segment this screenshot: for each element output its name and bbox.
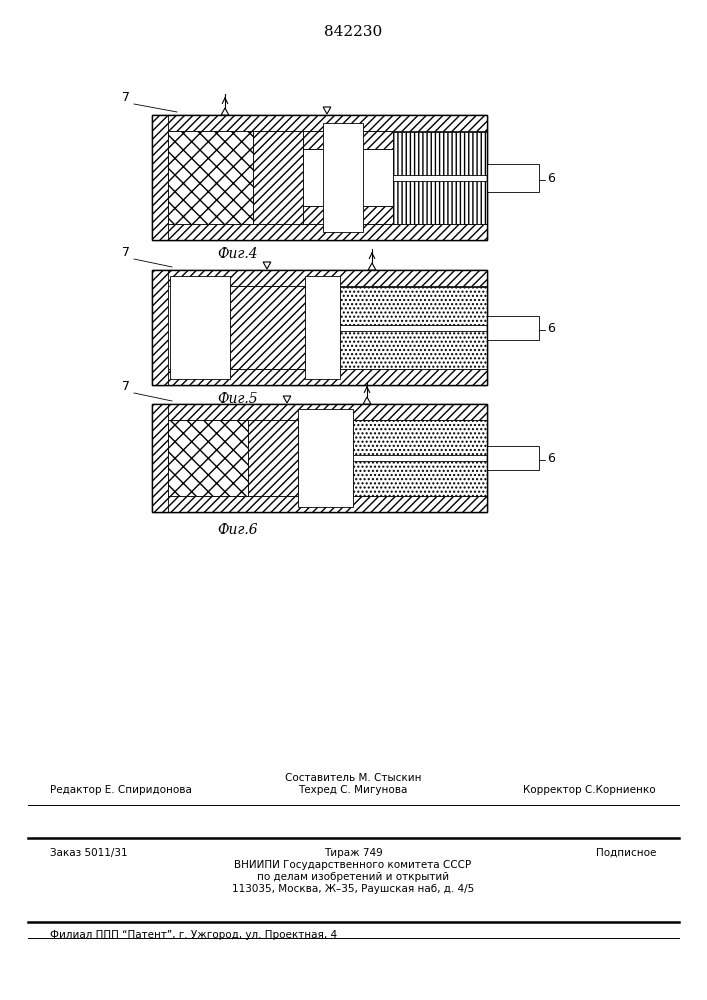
Bar bbox=[248, 420, 298, 496]
Bar bbox=[152, 115, 487, 131]
Text: Техред С. Мигунова: Техред С. Мигунова bbox=[298, 785, 408, 795]
Text: Фиг.6: Фиг.6 bbox=[217, 523, 257, 537]
Bar bbox=[230, 286, 305, 369]
Polygon shape bbox=[363, 397, 371, 404]
Polygon shape bbox=[323, 107, 331, 114]
Bar bbox=[152, 115, 487, 240]
Text: Фиг.4: Фиг.4 bbox=[217, 247, 257, 261]
Polygon shape bbox=[221, 108, 229, 115]
Polygon shape bbox=[263, 262, 271, 269]
Text: Корректор С.Корниенко: Корректор С.Корниенко bbox=[523, 785, 656, 795]
Bar bbox=[152, 404, 487, 420]
Bar bbox=[152, 404, 487, 512]
Bar bbox=[340, 331, 487, 369]
Text: 7: 7 bbox=[122, 380, 130, 393]
Text: Составитель М. Стыскин: Составитель М. Стыскин bbox=[285, 773, 421, 783]
Bar bbox=[152, 224, 487, 240]
Bar bbox=[253, 131, 303, 224]
Text: Филиал ППП “Патент”, г. Ужгород, ул. Проектная, 4: Филиал ППП “Патент”, г. Ужгород, ул. Про… bbox=[50, 930, 337, 940]
Bar bbox=[303, 131, 393, 149]
Bar bbox=[168, 420, 248, 496]
Bar bbox=[152, 369, 487, 385]
Bar bbox=[303, 206, 393, 224]
Polygon shape bbox=[368, 263, 376, 270]
Polygon shape bbox=[283, 396, 291, 403]
Text: 6: 6 bbox=[547, 172, 555, 185]
Text: 7: 7 bbox=[122, 246, 130, 259]
Bar bbox=[152, 404, 487, 512]
Text: 842230: 842230 bbox=[324, 25, 382, 39]
Bar bbox=[303, 149, 393, 206]
Bar bbox=[340, 287, 487, 325]
Text: 6: 6 bbox=[547, 322, 555, 335]
Bar bbox=[152, 496, 487, 512]
Bar bbox=[393, 181, 487, 224]
Bar bbox=[305, 276, 340, 379]
Bar bbox=[298, 409, 353, 507]
Text: по делам изобретений и открытий: по делам изобретений и открытий bbox=[257, 872, 449, 882]
Bar bbox=[152, 270, 487, 286]
Bar bbox=[168, 131, 253, 224]
Bar bbox=[487, 316, 539, 340]
Bar bbox=[152, 404, 168, 512]
Bar bbox=[152, 270, 487, 385]
Bar bbox=[152, 115, 168, 240]
Bar bbox=[353, 420, 487, 455]
Text: Редактор Е. Спиридонова: Редактор Е. Спиридонова bbox=[50, 785, 192, 795]
Bar bbox=[353, 461, 487, 496]
Bar bbox=[487, 164, 539, 192]
Text: 113035, Москва, Ж–35, Раушская наб, д. 4/5: 113035, Москва, Ж–35, Раушская наб, д. 4… bbox=[232, 884, 474, 894]
Text: Фиг.5: Фиг.5 bbox=[217, 392, 257, 406]
Bar bbox=[170, 276, 230, 379]
Text: 6: 6 bbox=[547, 452, 555, 465]
Text: Заказ 5011/31: Заказ 5011/31 bbox=[50, 848, 128, 858]
Text: Тираж 749: Тираж 749 bbox=[324, 848, 382, 858]
Bar bbox=[393, 132, 487, 175]
Bar bbox=[323, 123, 363, 232]
Text: 7: 7 bbox=[122, 91, 130, 104]
Bar bbox=[152, 270, 168, 385]
Text: ВНИИПИ Государственного комитета СССР: ВНИИПИ Государственного комитета СССР bbox=[235, 860, 472, 870]
Text: Подписное: Подписное bbox=[595, 848, 656, 858]
Bar bbox=[487, 446, 539, 470]
Bar bbox=[152, 115, 487, 240]
Bar bbox=[152, 270, 487, 385]
